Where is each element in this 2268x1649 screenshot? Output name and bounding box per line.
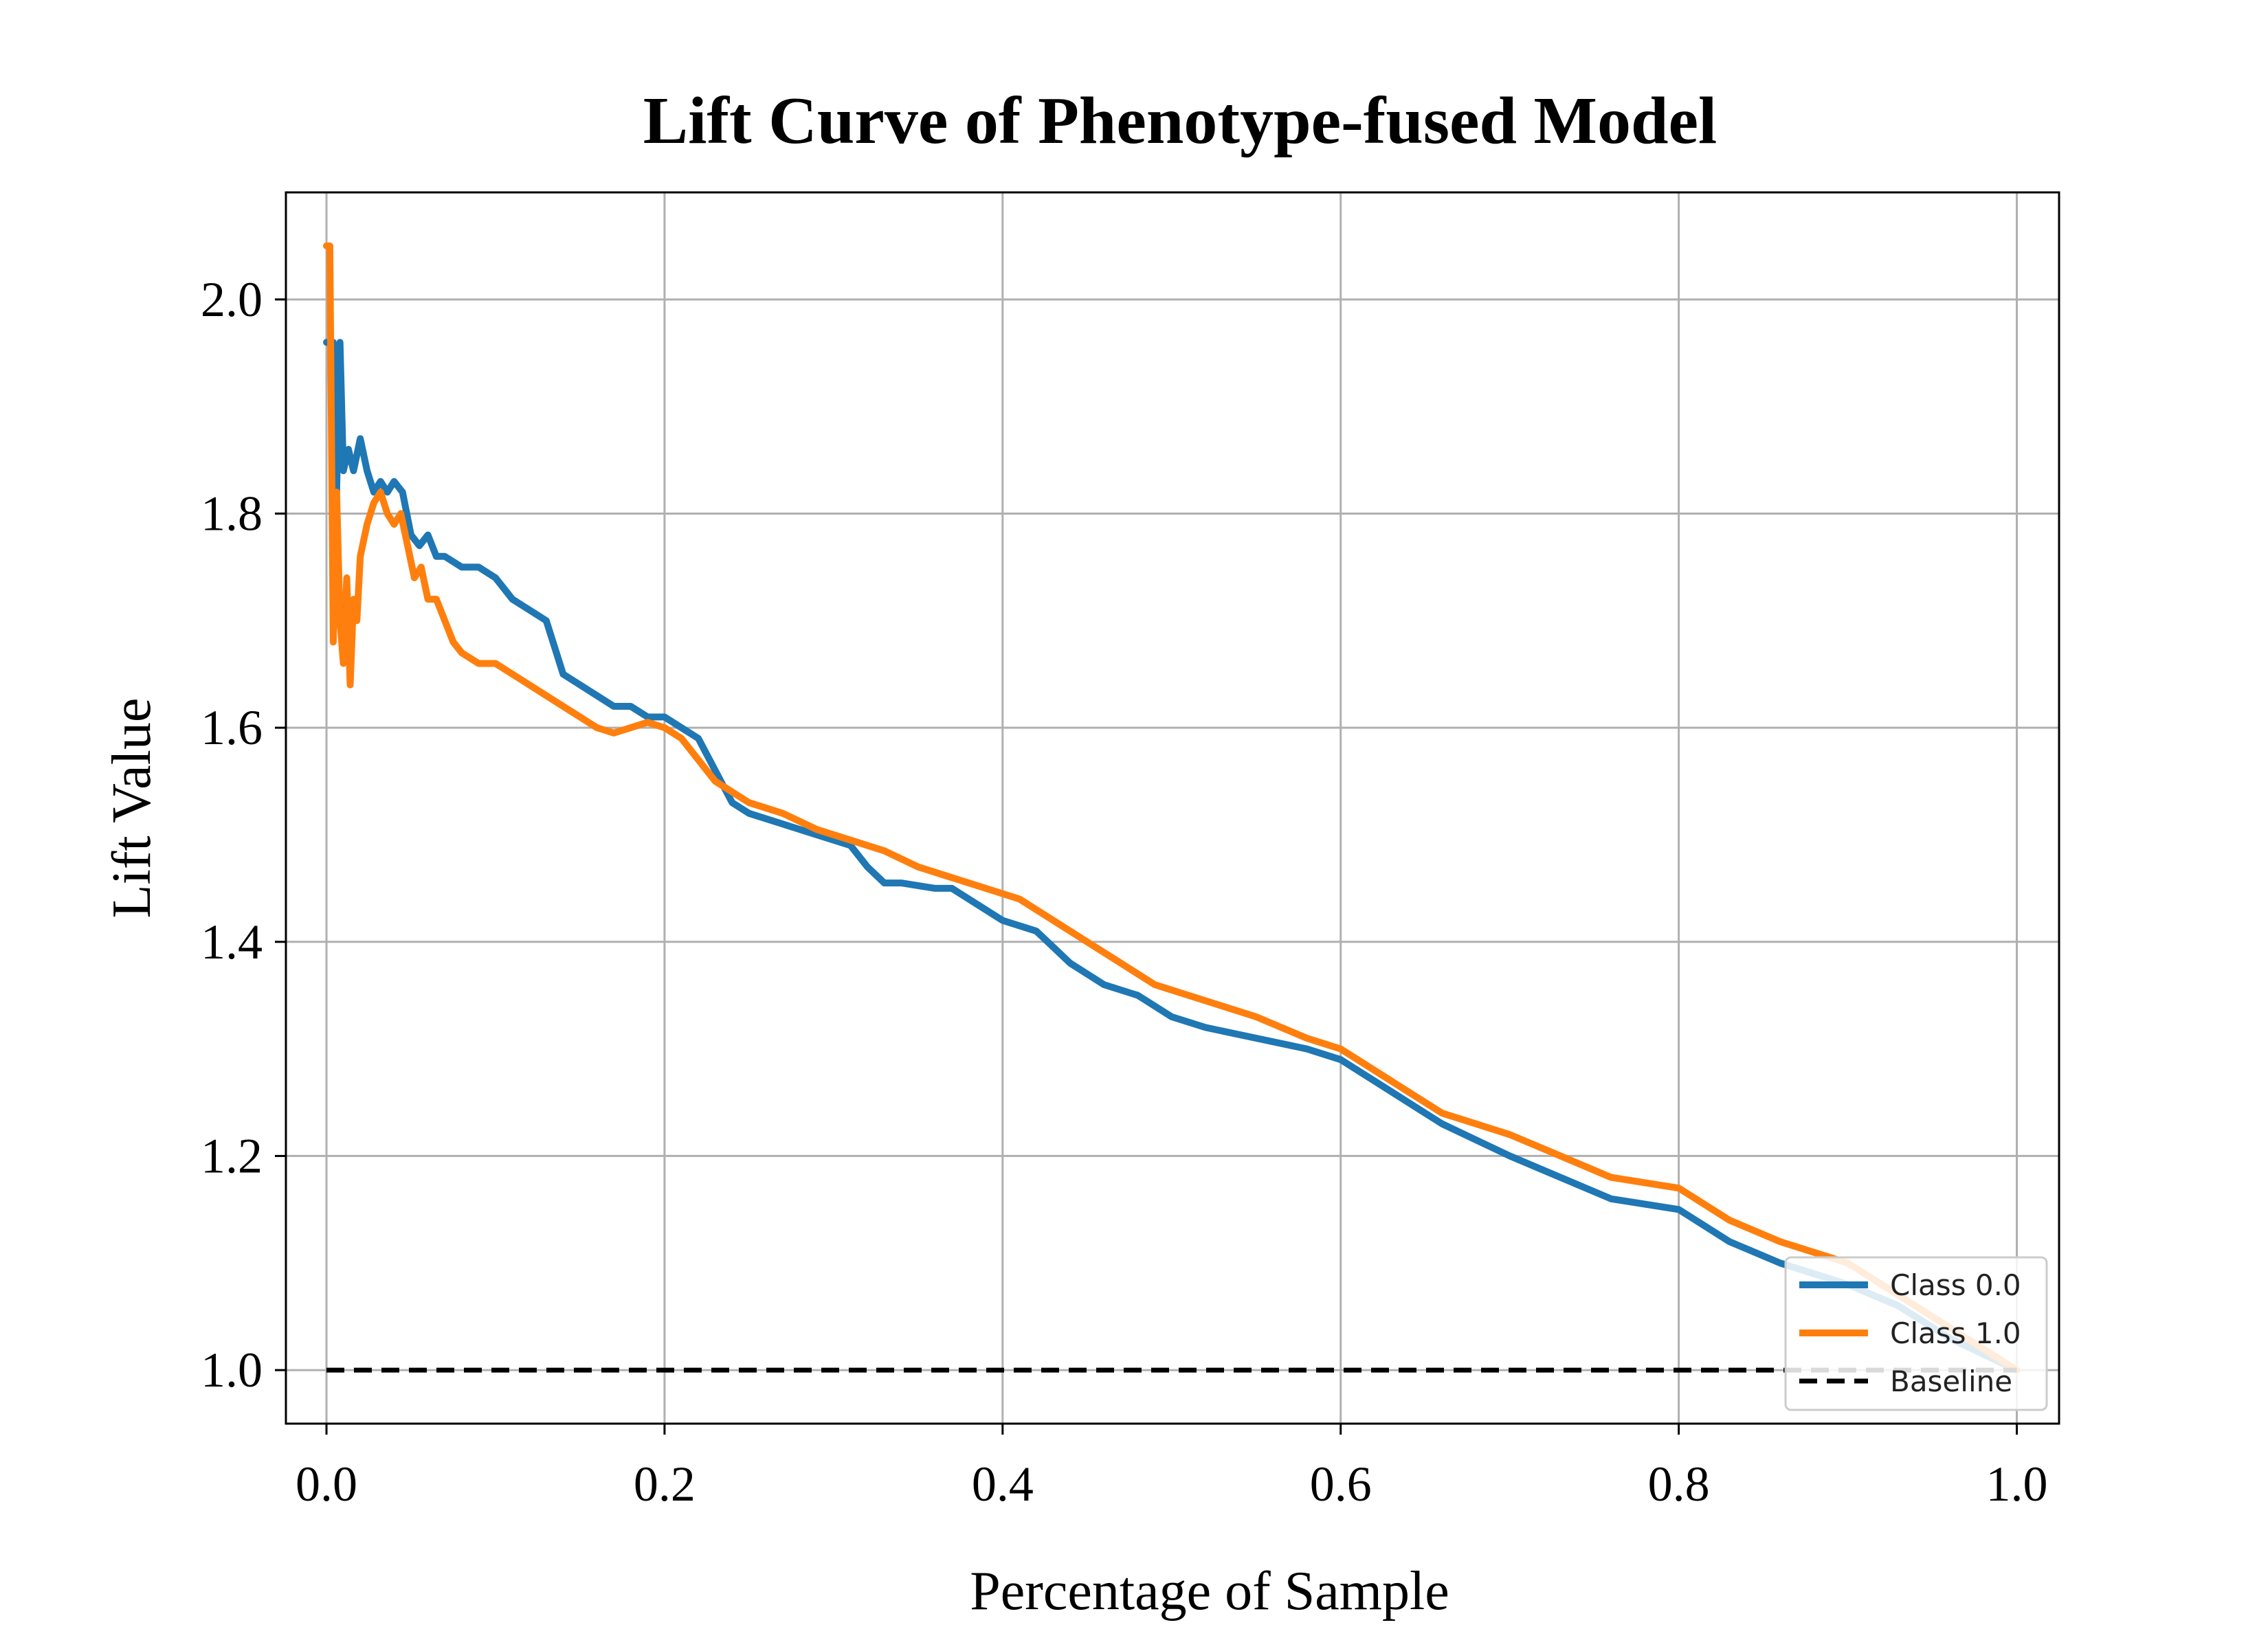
y-tick-label: 1.0 [201,1343,263,1398]
x-tick-label: 0.8 [1648,1457,1710,1512]
series-layer [323,242,2021,1374]
y-tick-label: 1.6 [201,700,263,755]
legend-box [1784,1256,2048,1411]
x-tick-label: 0.0 [296,1457,357,1512]
legend: Class 0.0 Class 1.0 Baseline [1784,1256,2048,1411]
tick-layer: 0.0 0.2 0.4 0.6 0.8 1.0 1.0 1.2 1.4 1.6 1.8 2.0 [201,272,2048,1512]
plot-frame [285,191,2060,1425]
x-axis-label: Percentage of Sample [970,1561,1449,1622]
y-axis-label: Lift Value [102,698,162,919]
series-line-class-0-0 [323,339,2021,1374]
x-tick-label: 0.6 [1310,1457,1372,1512]
legend-label: Class 0.0 [1890,1268,2021,1302]
legend-label: Class 1.0 [1890,1316,2021,1350]
y-tick-label: 1.8 [201,486,263,541]
y-tick-label: 1.4 [201,915,263,969]
legend-items: Class 0.0 Class 1.0 Baseline [1799,1268,2021,1398]
chart-title: Lift Curve of Phenotype-fused Model [643,84,1717,158]
series-line-class-1-0 [323,242,2021,1374]
y-tick-label: 1.2 [201,1128,263,1183]
x-tick-label: 0.2 [634,1457,696,1512]
x-tick-label: 1.0 [1986,1457,2048,1512]
legend-label: Baseline [1890,1365,2012,1398]
y-tick-label: 2.0 [201,272,263,327]
grid-layer [286,192,2059,1424]
x-tick-label: 0.4 [972,1457,1034,1512]
